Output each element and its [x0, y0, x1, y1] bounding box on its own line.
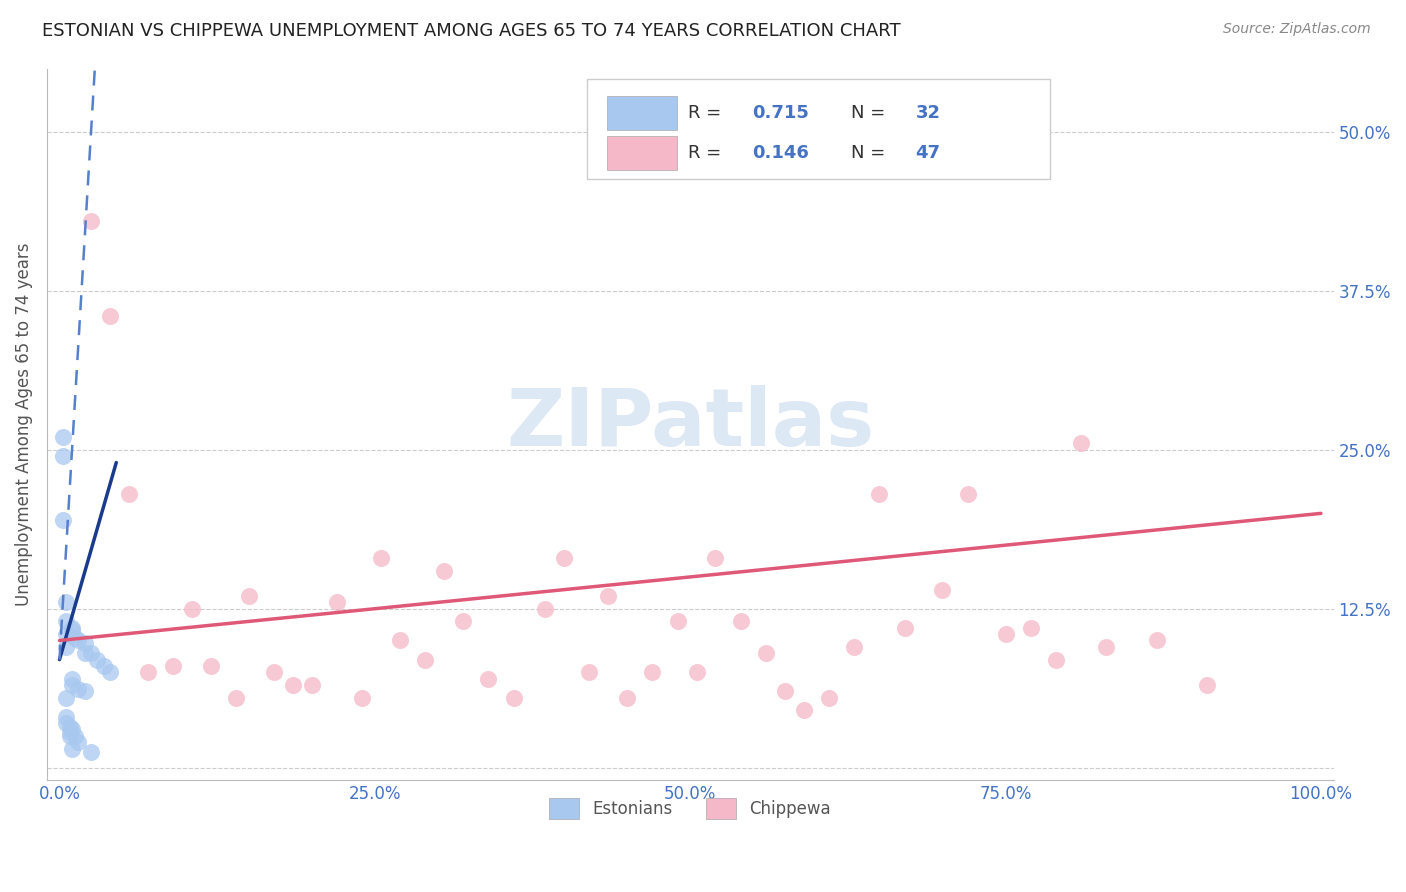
- Point: [1095, 640, 1118, 654]
- Point: [93, 659, 115, 673]
- Point: [73, 684, 96, 698]
- Text: R =: R =: [688, 104, 727, 122]
- FancyBboxPatch shape: [588, 79, 1050, 178]
- Point: [352, 690, 374, 705]
- Point: [389, 633, 412, 648]
- Legend: Estonians, Chippewa: Estonians, Chippewa: [543, 792, 838, 825]
- Point: [641, 665, 664, 680]
- Point: [55, 716, 77, 731]
- Point: [1197, 678, 1219, 692]
- Point: [931, 582, 953, 597]
- Point: [52, 449, 75, 463]
- Point: [60, 678, 83, 692]
- Point: [60, 672, 83, 686]
- Point: [225, 690, 247, 705]
- Point: [301, 678, 323, 692]
- Point: [818, 690, 841, 705]
- Point: [413, 652, 436, 666]
- Point: [67, 735, 90, 749]
- Point: [58, 720, 80, 734]
- Point: [60, 741, 83, 756]
- Point: [52, 513, 75, 527]
- Text: ZIPatlas: ZIPatlas: [506, 385, 875, 464]
- Point: [181, 601, 204, 615]
- Point: [1045, 652, 1067, 666]
- Point: [598, 589, 620, 603]
- Point: [55, 690, 77, 705]
- Point: [52, 430, 75, 444]
- Point: [477, 672, 499, 686]
- Point: [60, 621, 83, 635]
- Point: [60, 723, 83, 737]
- Text: 47: 47: [915, 145, 941, 162]
- Text: 0.715: 0.715: [752, 104, 808, 122]
- Point: [893, 621, 915, 635]
- Point: [956, 487, 979, 501]
- Point: [994, 627, 1017, 641]
- Point: [433, 564, 456, 578]
- FancyBboxPatch shape: [606, 136, 678, 170]
- Point: [263, 665, 285, 680]
- Point: [55, 640, 77, 654]
- Point: [118, 487, 141, 501]
- Point: [1070, 436, 1092, 450]
- Point: [868, 487, 890, 501]
- Text: N =: N =: [851, 104, 891, 122]
- Text: N =: N =: [851, 145, 891, 162]
- Point: [326, 595, 349, 609]
- Point: [773, 684, 796, 698]
- Point: [73, 646, 96, 660]
- Point: [162, 659, 184, 673]
- Point: [1146, 633, 1168, 648]
- Text: 0.146: 0.146: [752, 145, 808, 162]
- Text: 32: 32: [915, 104, 941, 122]
- Point: [98, 310, 121, 324]
- Point: [616, 690, 638, 705]
- Point: [793, 703, 815, 717]
- Point: [238, 589, 260, 603]
- Point: [55, 615, 77, 629]
- Point: [370, 550, 392, 565]
- Point: [685, 665, 707, 680]
- Point: [63, 729, 86, 743]
- Point: [80, 214, 103, 228]
- Point: [553, 550, 575, 565]
- Point: [55, 627, 77, 641]
- Point: [451, 615, 474, 629]
- Point: [730, 615, 752, 629]
- Point: [80, 745, 103, 759]
- Point: [55, 710, 77, 724]
- Point: [73, 636, 96, 650]
- Point: [58, 729, 80, 743]
- Point: [60, 624, 83, 638]
- FancyBboxPatch shape: [606, 96, 678, 130]
- Point: [755, 646, 778, 660]
- Point: [98, 665, 121, 680]
- Point: [136, 665, 159, 680]
- Text: Source: ZipAtlas.com: Source: ZipAtlas.com: [1223, 22, 1371, 37]
- Text: R =: R =: [688, 145, 727, 162]
- Point: [704, 550, 727, 565]
- Point: [200, 659, 222, 673]
- Point: [578, 665, 600, 680]
- Point: [86, 652, 108, 666]
- Point: [63, 631, 86, 645]
- Text: ESTONIAN VS CHIPPEWA UNEMPLOYMENT AMONG AGES 65 TO 74 YEARS CORRELATION CHART: ESTONIAN VS CHIPPEWA UNEMPLOYMENT AMONG …: [42, 22, 901, 40]
- Point: [281, 678, 304, 692]
- Y-axis label: Unemployment Among Ages 65 to 74 years: Unemployment Among Ages 65 to 74 years: [15, 243, 32, 607]
- Point: [534, 601, 557, 615]
- Point: [502, 690, 524, 705]
- Point: [1019, 621, 1042, 635]
- Point: [67, 633, 90, 648]
- Point: [844, 640, 866, 654]
- Point: [80, 646, 103, 660]
- Point: [67, 681, 90, 696]
- Point: [666, 615, 689, 629]
- Point: [55, 595, 77, 609]
- Point: [58, 725, 80, 739]
